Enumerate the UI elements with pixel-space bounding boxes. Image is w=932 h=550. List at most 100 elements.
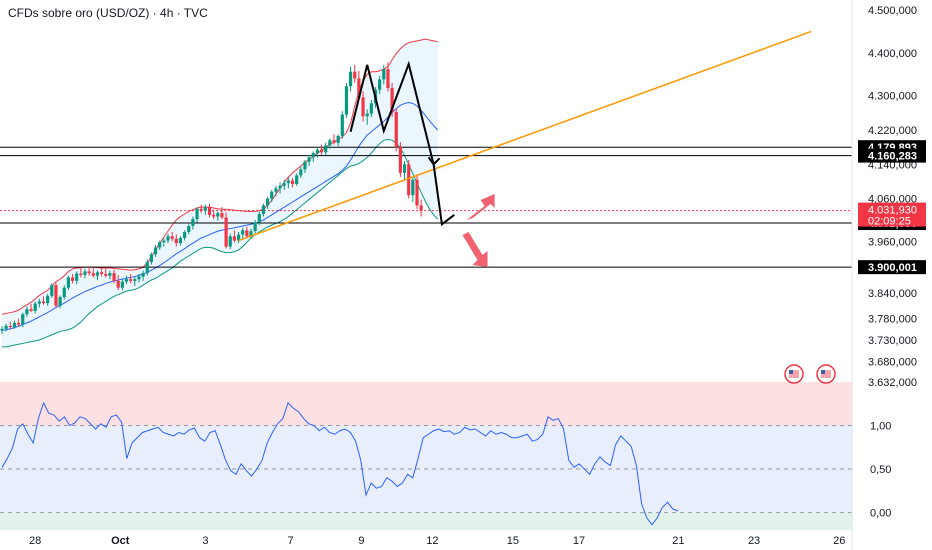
candle-body (270, 191, 274, 199)
candle-body (278, 185, 282, 189)
candle (66, 275, 70, 291)
bollinger-upper-line (1, 38, 438, 315)
candle-body (286, 180, 290, 184)
oscillator-axis-tick-label: 0,00 (870, 508, 891, 520)
candle (100, 268, 104, 277)
time-axis-tick-label: 21 (672, 535, 684, 547)
candle (145, 259, 149, 276)
candle-body (402, 164, 407, 173)
candle-body (195, 208, 199, 220)
candle-body (382, 69, 386, 80)
candle (95, 270, 100, 280)
candle (361, 91, 365, 122)
candle-body (75, 273, 79, 281)
bollinger-lower-line (2, 138, 439, 348)
candle (62, 285, 66, 300)
candle (174, 234, 178, 247)
candle (307, 154, 311, 166)
candle (149, 252, 153, 265)
candle-body (311, 153, 315, 158)
price-axis-tick-label: 4.400,000 (868, 48, 917, 60)
candle-body (149, 254, 153, 262)
candle-body (390, 88, 394, 112)
candle-body (41, 301, 46, 304)
candle (124, 275, 129, 285)
candle-body (0, 328, 4, 331)
candle (319, 144, 324, 155)
price-axis-tick-label: 3.632,000 (868, 377, 917, 389)
time-axis-tick-label: 26 (833, 535, 845, 547)
candle (199, 204, 203, 214)
price-level-box (858, 260, 926, 275)
candle-body (340, 114, 344, 136)
forecast-arrow-down (462, 232, 488, 267)
oscillator-axis-tick-label: 0,50 (870, 464, 891, 476)
price-axis-tick-label: 3.680,000 (868, 356, 917, 368)
candle (41, 296, 46, 305)
time-axis-tick-label: 12 (426, 535, 438, 547)
candle-body (207, 207, 212, 215)
candle-body (170, 236, 174, 239)
candle (183, 230, 187, 241)
candle-body (120, 281, 124, 288)
candle-body (153, 247, 158, 255)
candle (170, 232, 174, 242)
candle-body (361, 97, 365, 117)
candle-body (386, 69, 390, 88)
candle-body (394, 112, 398, 148)
candle (224, 212, 228, 249)
candle (411, 176, 415, 202)
candle-body (158, 242, 162, 248)
candle-body (369, 103, 373, 114)
candle-body (344, 86, 349, 115)
candle-body (266, 198, 270, 206)
candle-body (336, 136, 340, 143)
candle (249, 228, 253, 239)
price-level-label: 4.160,283 (858, 148, 926, 163)
candle (141, 270, 145, 281)
candle (46, 293, 50, 306)
bollinger-basis-line (1, 102, 439, 332)
candle (87, 267, 91, 276)
price-level-box (858, 148, 926, 163)
candle (382, 64, 386, 85)
candle (116, 274, 120, 291)
candle-body (319, 149, 324, 153)
candle-body (37, 301, 41, 304)
candle (261, 203, 266, 217)
candle-body (261, 205, 266, 214)
candle-body (378, 79, 382, 90)
candle (25, 306, 29, 317)
candle (79, 267, 83, 278)
candle-body (249, 231, 253, 237)
candle-body (50, 285, 54, 296)
bollinger-band-fill (2, 39, 438, 347)
forecast-arrow-up (466, 194, 495, 220)
candle (58, 295, 62, 309)
candle-body (174, 238, 178, 244)
time-axis-tick-label: 7 (287, 535, 293, 547)
flag-stripes (789, 370, 799, 378)
candle-body (129, 279, 133, 281)
candle (75, 271, 79, 285)
candle (91, 268, 95, 278)
candle-body (141, 273, 145, 277)
candle (33, 301, 37, 314)
candle (195, 207, 199, 223)
candle-body (299, 169, 303, 176)
candle (236, 232, 241, 244)
candle (299, 166, 303, 178)
price-axis-tick-label: 3.730,000 (868, 335, 917, 347)
candle-body (46, 295, 50, 304)
price-level-label: 3.900,001 (858, 260, 926, 275)
candle-body (236, 234, 241, 241)
candle (104, 268, 108, 278)
candle-body (54, 285, 58, 306)
candle (278, 182, 282, 194)
candle-body (100, 272, 104, 274)
candle-body (95, 272, 100, 276)
candle-body (178, 238, 183, 244)
candle (228, 233, 232, 250)
